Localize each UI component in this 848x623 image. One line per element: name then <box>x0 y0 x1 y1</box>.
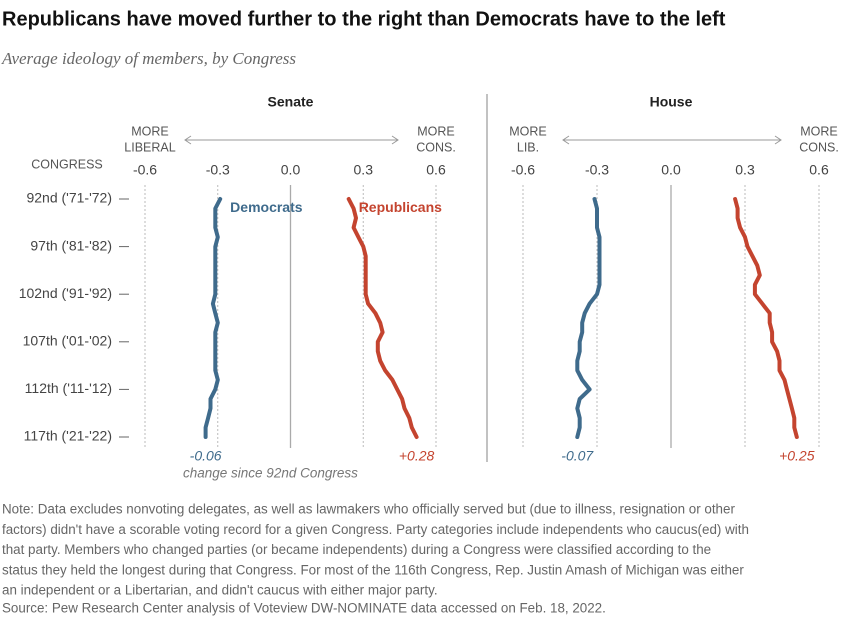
y-tick-label: 92nd ('71-'72) <box>26 190 112 206</box>
panel-title: Senate <box>268 94 314 110</box>
series-line <box>346 197 419 439</box>
chart-title: Republicans have moved further to the ri… <box>2 8 726 30</box>
x-tick-label: 0.0 <box>281 162 301 178</box>
series-label: Democrats <box>230 199 303 215</box>
direction-label: LIBERAL <box>124 140 175 154</box>
note-line: factors) didn't have a scorable voting r… <box>2 522 749 537</box>
y-tick-label: 117th ('21-'22) <box>24 428 112 444</box>
direction-label: LIB. <box>517 140 539 154</box>
note-line: status they held the longest during that… <box>2 562 744 577</box>
direction-label: MORE <box>509 124 547 138</box>
x-tick-label: 0.6 <box>426 162 446 178</box>
x-tick-label: -0.6 <box>511 162 535 178</box>
source: Source: Pew Research Center analysis of … <box>2 601 606 616</box>
x-tick-label: 0.6 <box>809 162 829 178</box>
change-label: +0.25 <box>779 448 815 464</box>
direction-label: CONS. <box>799 140 839 154</box>
direction-label: MORE <box>800 124 838 138</box>
y-tick-label: 107th ('01-'02) <box>23 333 112 349</box>
direction-label: MORE <box>417 124 455 138</box>
note-line: an independent or a Libertarian, and did… <box>2 583 438 598</box>
x-tick-label: 0.0 <box>661 162 681 178</box>
direction-label: CONS. <box>416 140 456 154</box>
series-line <box>733 197 799 439</box>
x-tick-label: 0.3 <box>354 162 374 178</box>
arrowhead <box>562 135 570 145</box>
y-tick-label: 97th ('81-'82) <box>30 237 112 253</box>
subtitle: Average ideology of members, by Congress <box>1 49 296 68</box>
note-line: Note: Data excludes nonvoting delegates,… <box>2 502 735 517</box>
x-tick-label: -0.6 <box>133 162 157 178</box>
x-tick-label: 0.3 <box>735 162 755 178</box>
change-label: +0.28 <box>399 448 435 464</box>
panel-title: House <box>650 94 693 110</box>
series-label: Republicans <box>359 199 442 215</box>
y-tick-label: 102nd ('91-'92) <box>19 285 112 301</box>
note-line: that party. Members who changed parties … <box>2 542 711 557</box>
change-note: change since 92nd Congress <box>183 466 358 481</box>
series-line <box>575 197 602 439</box>
series-line <box>203 197 223 439</box>
x-tick-label: -0.3 <box>206 162 230 178</box>
change-label: -0.06 <box>190 448 222 464</box>
arrowhead <box>774 135 782 145</box>
arrowhead <box>391 135 399 145</box>
y-tick-label: 112th ('11-'12) <box>25 380 112 396</box>
y-axis-label: CONGRESS <box>31 157 103 171</box>
change-label: -0.07 <box>561 448 594 464</box>
direction-label: MORE <box>131 124 169 138</box>
arrowhead <box>184 135 192 145</box>
x-tick-label: -0.3 <box>585 162 609 178</box>
